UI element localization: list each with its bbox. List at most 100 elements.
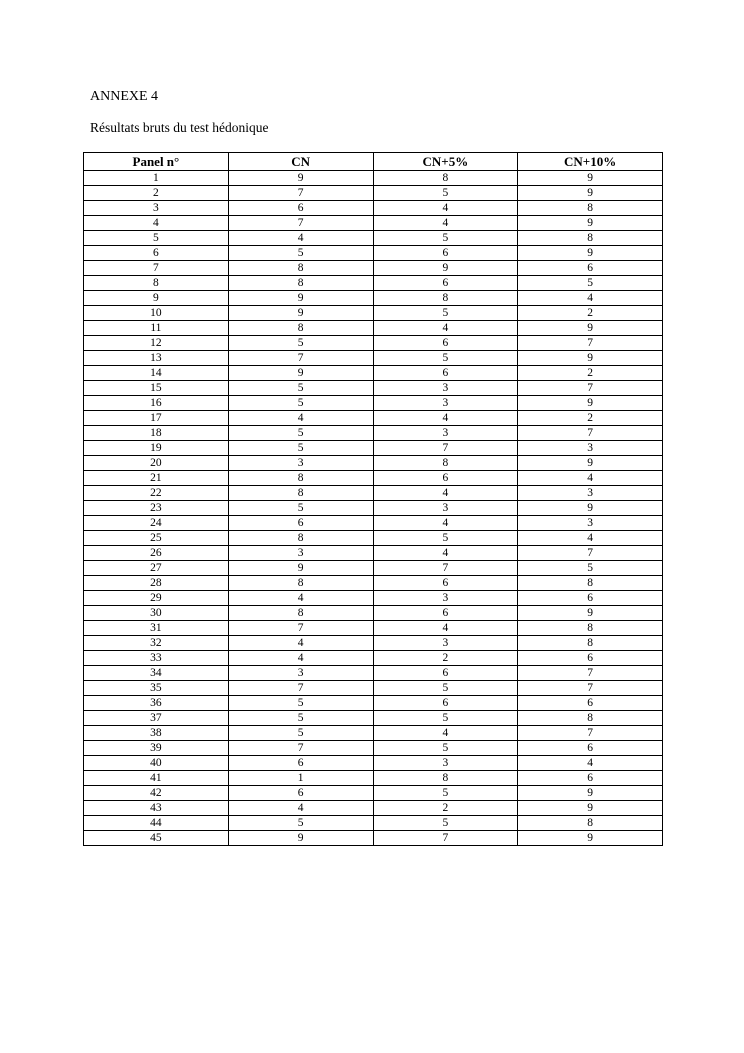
score-cell: 6: [517, 650, 663, 666]
score-cell: 9: [227, 290, 374, 306]
score-cell: 6: [372, 470, 519, 486]
score-cell: 3: [372, 755, 519, 771]
table-row: 14 9 6 2: [83, 365, 663, 381]
panel-number-cell: 42: [83, 785, 229, 801]
score-cell: 4: [517, 530, 663, 546]
panel-number-cell: 20: [83, 455, 229, 471]
panel-number-cell: 10: [83, 305, 229, 321]
score-cell: 3: [517, 440, 663, 456]
score-cell: 7: [372, 830, 519, 846]
score-cell: 9: [517, 215, 663, 231]
score-cell: 7: [227, 680, 374, 696]
panel-number-cell: 26: [83, 545, 229, 561]
score-cell: 9: [227, 170, 374, 186]
panel-number-cell: 23: [83, 500, 229, 516]
table-row: 12 5 6 7: [83, 335, 663, 351]
table-row: 22 8 4 3: [83, 485, 663, 501]
table-row: 13 7 5 9: [83, 350, 663, 366]
table-row: 42 6 5 9: [83, 785, 663, 801]
score-cell: 5: [372, 350, 519, 366]
panel-number-cell: 13: [83, 350, 229, 366]
score-cell: 7: [227, 185, 374, 201]
score-cell: 2: [372, 650, 519, 666]
score-cell: 6: [372, 665, 519, 681]
table-row: 18 5 3 7: [83, 425, 663, 441]
score-cell: 3: [517, 485, 663, 501]
panel-number-cell: 7: [83, 260, 229, 276]
panel-number-cell: 17: [83, 410, 229, 426]
score-cell: 3: [372, 635, 519, 651]
score-cell: 8: [372, 170, 519, 186]
score-cell: 9: [517, 605, 663, 621]
score-cell: 8: [227, 485, 374, 501]
score-cell: 4: [372, 410, 519, 426]
score-cell: 9: [227, 830, 374, 846]
table-row: 11 8 4 9: [83, 320, 663, 336]
score-cell: 4: [372, 620, 519, 636]
score-cell: 8: [517, 200, 663, 216]
table-row: 36 5 6 6: [83, 695, 663, 711]
score-cell: 7: [517, 665, 663, 681]
score-cell: 3: [372, 425, 519, 441]
panel-number-cell: 31: [83, 620, 229, 636]
panel-number-cell: 43: [83, 800, 229, 816]
table-row: 38 5 4 7: [83, 725, 663, 741]
score-cell: 6: [372, 245, 519, 261]
panel-number-cell: 9: [83, 290, 229, 306]
score-cell: 9: [517, 800, 663, 816]
table-row: 10 9 5 2: [83, 305, 663, 321]
score-cell: 8: [517, 575, 663, 591]
table-row: 15 5 3 7: [83, 380, 663, 396]
panel-number-cell: 24: [83, 515, 229, 531]
score-cell: 3: [227, 665, 374, 681]
score-cell: 4: [372, 320, 519, 336]
score-cell: 8: [372, 290, 519, 306]
score-cell: 4: [227, 650, 374, 666]
score-cell: 5: [227, 440, 374, 456]
score-cell: 6: [372, 335, 519, 351]
score-cell: 8: [517, 620, 663, 636]
table-header: Panel n° CN CN+5% CN+10%: [83, 152, 663, 171]
score-cell: 2: [517, 410, 663, 426]
table-row: 17 4 4 2: [83, 410, 663, 426]
score-cell: 2: [517, 365, 663, 381]
panel-number-cell: 11: [83, 320, 229, 336]
score-cell: 5: [227, 335, 374, 351]
score-cell: 9: [227, 365, 374, 381]
score-cell: 6: [517, 740, 663, 756]
table-row: 40 6 3 4: [83, 755, 663, 771]
score-cell: 4: [372, 485, 519, 501]
table-row: 34 3 6 7: [83, 665, 663, 681]
score-cell: 5: [372, 815, 519, 831]
panel-number-cell: 21: [83, 470, 229, 486]
score-cell: 6: [372, 275, 519, 291]
score-cell: 8: [517, 710, 663, 726]
score-cell: 5: [227, 695, 374, 711]
panel-number-cell: 45: [83, 830, 229, 846]
score-cell: 9: [227, 305, 374, 321]
table-row: 44 5 5 8: [83, 815, 663, 831]
panel-number-cell: 2: [83, 185, 229, 201]
panel-number-cell: 1: [83, 170, 229, 186]
score-cell: 7: [227, 215, 374, 231]
score-cell: 7: [517, 425, 663, 441]
score-cell: 7: [227, 350, 374, 366]
score-cell: 9: [517, 245, 663, 261]
score-cell: 4: [372, 200, 519, 216]
panel-number-cell: 6: [83, 245, 229, 261]
score-cell: 5: [227, 245, 374, 261]
score-cell: 8: [517, 815, 663, 831]
score-cell: 6: [517, 590, 663, 606]
table-row: 19 5 7 3: [83, 440, 663, 456]
score-cell: 6: [372, 605, 519, 621]
score-cell: 8: [372, 770, 519, 786]
table-row: 28 8 6 8: [83, 575, 663, 591]
score-cell: 6: [517, 770, 663, 786]
score-cell: 5: [372, 185, 519, 201]
score-cell: 8: [227, 275, 374, 291]
panel-number-cell: 28: [83, 575, 229, 591]
score-cell: 9: [372, 260, 519, 276]
panel-number-cell: 19: [83, 440, 229, 456]
